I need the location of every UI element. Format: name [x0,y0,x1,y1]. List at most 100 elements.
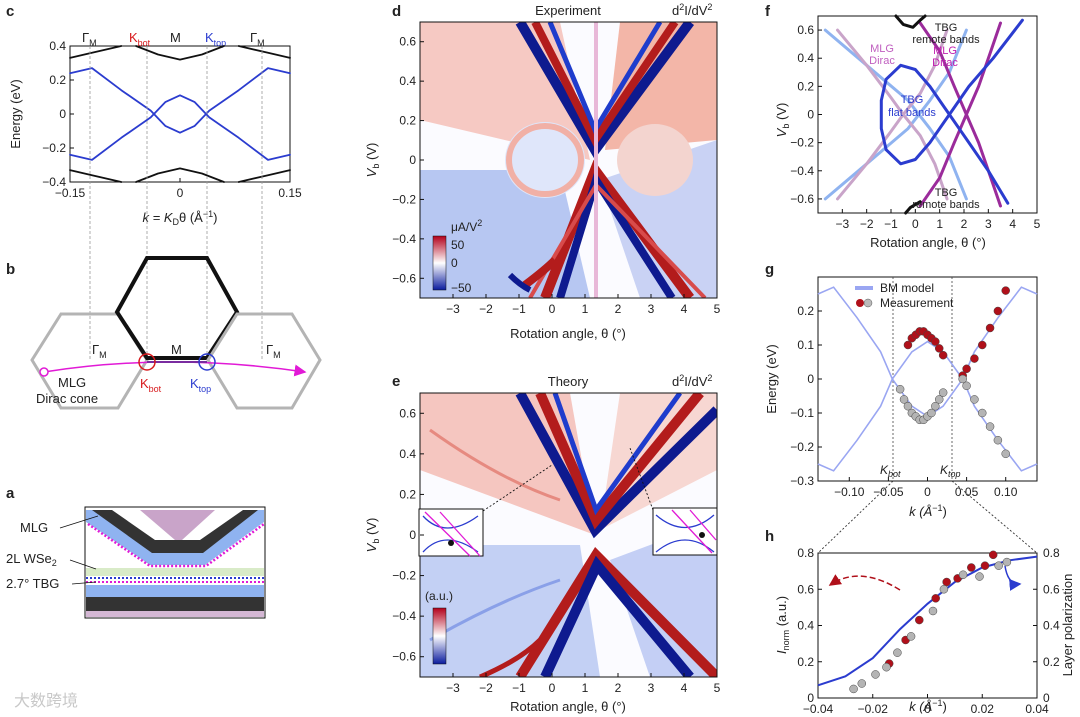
point-red-points [980,561,990,570]
xtick-label: 4 [681,681,688,695]
series-flat-band-upper [69,94,291,161]
d-colorbar-tick-mid: 0 [451,256,458,270]
xtick-label: −0.04 [803,702,834,716]
g-legend-dot-gray [863,298,873,308]
a-wse2-label: 2L WSe2 [6,551,57,568]
panel-c-xticks: −0.15 0 0.15 [55,178,302,200]
ytick-label: −0.4 [790,164,814,178]
xtick-label: −1 [512,681,526,695]
e-title: Theory [548,374,589,389]
ytick-label: 0 [807,108,814,122]
xtick-label: −1 [884,217,898,231]
series-flat-band-loop [879,63,951,166]
point-measurement-gray [985,422,995,431]
e-xlabel: Rotation angle, θ (°) [510,699,626,714]
e-yticks: 0.6 0.4 0.2 0 −0.2 −0.4 −0.6 [392,406,424,664]
d-colorbar-unit: μA/V2 [451,218,482,234]
e-colorbar-unit: (a.u.) [425,589,453,603]
point-gray-points [1002,557,1012,567]
panel-f-series [823,14,1024,215]
d-xlabel: Rotation angle, θ (°) [510,326,626,341]
panel-label-b: b [6,261,15,278]
point-gray-points [849,684,858,694]
b-gamma-right: ΓM [266,342,281,360]
xtick-label: −2 [479,302,493,316]
d-yticks: 0.6 0.4 0.2 0 −0.2 −0.4 −0.6 [392,35,424,285]
panel-e: Theory d2I/dV2 (a.u.) [364,373,721,714]
ytick-label: 0.2 [399,114,416,128]
xtick-label: 0 [549,302,556,316]
point-measurement-red [903,340,913,350]
point-red-points [931,594,940,603]
series-remote-dn-3 [237,169,291,183]
f-ann-flat-2: flat bands [888,107,936,119]
c-kbot: Kbot [129,30,151,48]
point-measurement-red [970,354,979,363]
c-xlabel: k = KDθ (Å−1) [143,209,218,227]
f-ann-mlg-right-1: MLG [933,45,957,57]
point-gray-points [906,632,916,641]
panel-a: MLG 2L WSe2 2.7° TBG [6,506,266,619]
point-gray-points [871,670,880,679]
xtick-label: 3 [648,681,655,695]
point-measurement-gray [934,395,944,404]
series-blue-right-b [947,18,1024,116]
point-gray-points [893,648,902,657]
f-xticks: −3 −2 −1 0 1 2 3 4 5 [835,209,1041,231]
point-gray-points [975,572,984,581]
e-inset-left [418,464,553,557]
xtick-label: −3 [446,681,460,695]
point-measurement-gray [895,384,905,394]
xtick-label: 0 [924,702,931,716]
xtick-label: 0.10 [994,485,1018,499]
xtick-label: −2 [479,681,493,695]
watermark: 大数跨境 [14,691,78,710]
e-colorbar [432,607,447,665]
e-xticks: −3 −2 −1 0 1 2 3 4 5 [446,673,721,695]
ytick-label: 0.4 [49,39,66,53]
point-measurement-gray [970,395,979,404]
f-ann-remote-bot-2: remote bands [912,199,980,211]
point-red-points [915,615,924,625]
g-yticks: 0.2 0.1 0 −0.1 −0.2 −0.3 [790,304,822,488]
point-measurement-red [962,364,971,374]
xtick-label: 1 [936,217,943,231]
point-measurement-gray [993,435,1003,445]
point-measurement-gray [927,408,936,418]
panel-label-a: a [6,485,15,502]
xtick-label: 1 [582,681,589,695]
panel-label-f: f [765,3,771,20]
ytick-label: 0 [409,153,416,167]
b-mlg: MLG [58,375,86,390]
c-gamma-right: ΓM [250,30,265,48]
e-heatmap [420,393,717,677]
b-kbot: Kbot [140,376,162,394]
d-corner-label: d2I/dV2 [672,2,712,18]
xtick-label: 5 [1034,217,1041,231]
f-ann-remote-top-2: remote bands [912,34,980,46]
h-ylabel-right: Layer polarization [1060,574,1075,677]
ytick-label: −0.2 [790,440,814,454]
g-ylabel: Energy (eV) [764,344,779,413]
g-xticks: −0.10 −0.05 0 0.05 0.10 [834,477,1018,499]
ytick-label: 0.4 [797,619,814,633]
point-red-points [988,550,998,560]
ytick-label: 0.6 [797,582,814,596]
point-measurement-red [938,350,948,360]
ytick-label: −0.2 [392,192,416,206]
xtick-label: 0.02 [971,702,995,716]
xtick-label: −0.10 [834,485,865,499]
ytick-label: −0.4 [42,175,66,189]
point-gray-points [928,606,938,616]
xtick-label: 0.15 [278,186,302,200]
xtick-label: −3 [835,217,849,231]
h-yticks: 0.8 0.6 0.4 0.2 0 [797,546,822,705]
point-measurement-red [934,344,944,353]
xtick-label: 0 [912,217,919,231]
xtick-label: 0 [177,186,184,200]
xtick-label: −3 [446,302,460,316]
panel-d: Experiment d2I/dV2 μA/V2 50 0 −50 0.6 [364,2,721,341]
ytick-label: 0.4 [399,447,416,461]
b-dirac-cone: Dirac cone [36,391,98,406]
